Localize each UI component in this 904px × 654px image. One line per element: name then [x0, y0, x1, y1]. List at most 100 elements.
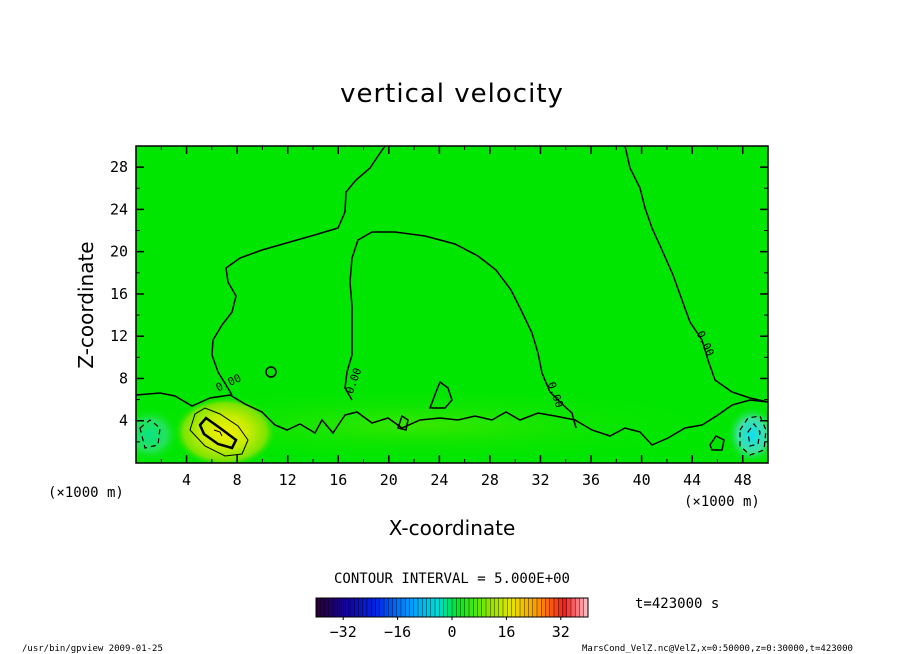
contour-zero-lowlevel: [136, 392, 768, 446]
x-tick-label: 32: [531, 471, 549, 489]
colorbar-cell: [490, 598, 495, 617]
x-axis-ticks: 4 8 12 16 20 24 28 32 36 40 44 48: [160, 146, 752, 489]
colorbar-cell: [354, 598, 359, 617]
downdraft-left: [136, 407, 180, 463]
contour-lines: [136, 146, 768, 457]
x-unit-label: (×1000 m): [684, 494, 760, 510]
colorbar-cell: [426, 598, 432, 617]
colorbar-cell: [562, 598, 568, 617]
contour-interval-label: CONTOUR INTERVAL = 5.000E+00: [334, 571, 570, 587]
colorbar-cell: [422, 598, 427, 617]
colorbar-cell: [554, 598, 559, 617]
colorbar-cell: [566, 598, 572, 617]
colorbar-cell: [524, 598, 529, 617]
colorbar-ticks: −32 −16 0 16 32: [330, 617, 570, 641]
colorbar-cell: [430, 598, 436, 617]
y-tick-label: 16: [110, 285, 128, 303]
contour-positive-15: [213, 429, 223, 437]
colorbar-cell: [396, 598, 402, 617]
contour-small-d: [709, 435, 725, 451]
x-tick-label: 4: [182, 471, 191, 489]
plot-frame: [135, 145, 769, 464]
contour-small-a: [428, 380, 453, 409]
colorbar-cell: [388, 598, 393, 617]
colorbar-cell: [477, 598, 483, 617]
colorbar-cell: [447, 598, 453, 617]
colorbar-tick-label: 0: [447, 623, 456, 641]
y-tick-label: 20: [110, 243, 128, 261]
x-tick-label: 12: [279, 471, 297, 489]
colorbar-cell: [558, 598, 563, 617]
contour-positive-5: [189, 407, 249, 457]
colorbar-cell: [486, 598, 491, 617]
colorbar-cell: [481, 598, 487, 617]
x-tick-label: 24: [430, 471, 448, 489]
colorbar-cell: [443, 598, 449, 617]
colorbar-cell: [515, 598, 521, 617]
time-label: t=423000 s: [635, 596, 719, 612]
colorbar-tick-label: −32: [330, 623, 357, 641]
colorbar-cell: [537, 598, 542, 617]
y-tick-label: 28: [110, 158, 128, 176]
contour-zero-left-plume: [211, 146, 386, 396]
colorbar-cell: [532, 598, 538, 617]
y-axis-label: Z-coordinate: [74, 241, 98, 368]
colorbar-cell: [409, 598, 415, 617]
colorbar-cell: [579, 598, 585, 617]
colorbar-cell: [371, 598, 376, 617]
contour-small-b: [265, 366, 277, 378]
contour-zero-right: [624, 146, 768, 403]
colorbar-tick-label: 32: [552, 623, 570, 641]
colorbar-cell: [320, 598, 325, 617]
colorbar-cell: [460, 598, 466, 617]
y-tick-label: 8: [119, 369, 128, 387]
field-shading: [136, 385, 768, 463]
colorbar-cell: [473, 598, 478, 617]
colorbar-cell: [575, 598, 580, 617]
colorbar-cell: [328, 598, 334, 617]
low-level-band: [136, 385, 740, 463]
colorbar-cell: [333, 598, 338, 617]
x-tick-label: 16: [329, 471, 347, 489]
y-axis-ticks: 4 8 12 16 20 24 28: [110, 158, 768, 443]
colorbar-cell: [503, 598, 508, 617]
x-tick-label: 48: [734, 471, 752, 489]
contour-positive-10: [198, 416, 238, 450]
colorbar-tick-label: −16: [384, 623, 411, 641]
footer-right: MarsCond_VelZ.nc@VelZ,x=0:50000,z=0:3000…: [582, 644, 853, 654]
colorbar-tick-label: 16: [497, 623, 515, 641]
contour-zero-arch: [344, 231, 577, 429]
colorbar-cell: [392, 598, 398, 617]
colorbar-cell: [413, 598, 419, 617]
colorbar-cell: [405, 598, 410, 617]
colorbar-cell: [545, 598, 551, 617]
colorbar-cell: [350, 598, 355, 617]
colorbar-cell: [435, 598, 440, 617]
colorbar-cell: [520, 598, 525, 617]
x-axis-label: X-coordinate: [389, 516, 516, 540]
colorbar-cell: [324, 598, 330, 617]
colorbar-cell: [469, 598, 474, 617]
colorbar-cell: [379, 598, 385, 617]
colorbar-cell: [316, 598, 321, 617]
colorbar-cell: [452, 598, 457, 617]
colorbar-cell: [384, 598, 389, 617]
colorbar-cell: [345, 598, 351, 617]
colorbar-cell: [439, 598, 444, 617]
colorbar-cell: [541, 598, 546, 617]
updraft-core: [173, 396, 277, 463]
x-tick-label: 8: [233, 471, 242, 489]
negative-contours: [139, 415, 767, 456]
x-tick-label: 20: [380, 471, 398, 489]
colorbar-cell: [341, 598, 347, 617]
colorbar-cell: [494, 598, 500, 617]
chart-title: vertical velocity: [340, 79, 564, 109]
y-tick-label: 12: [110, 327, 128, 345]
colorbar-cell: [401, 598, 406, 617]
colorbar: [315, 598, 589, 617]
colorbar-cell: [456, 598, 461, 617]
downdraft-right: [726, 405, 768, 463]
contour-small-c: [397, 414, 409, 431]
contour-negative-left: [139, 419, 161, 449]
